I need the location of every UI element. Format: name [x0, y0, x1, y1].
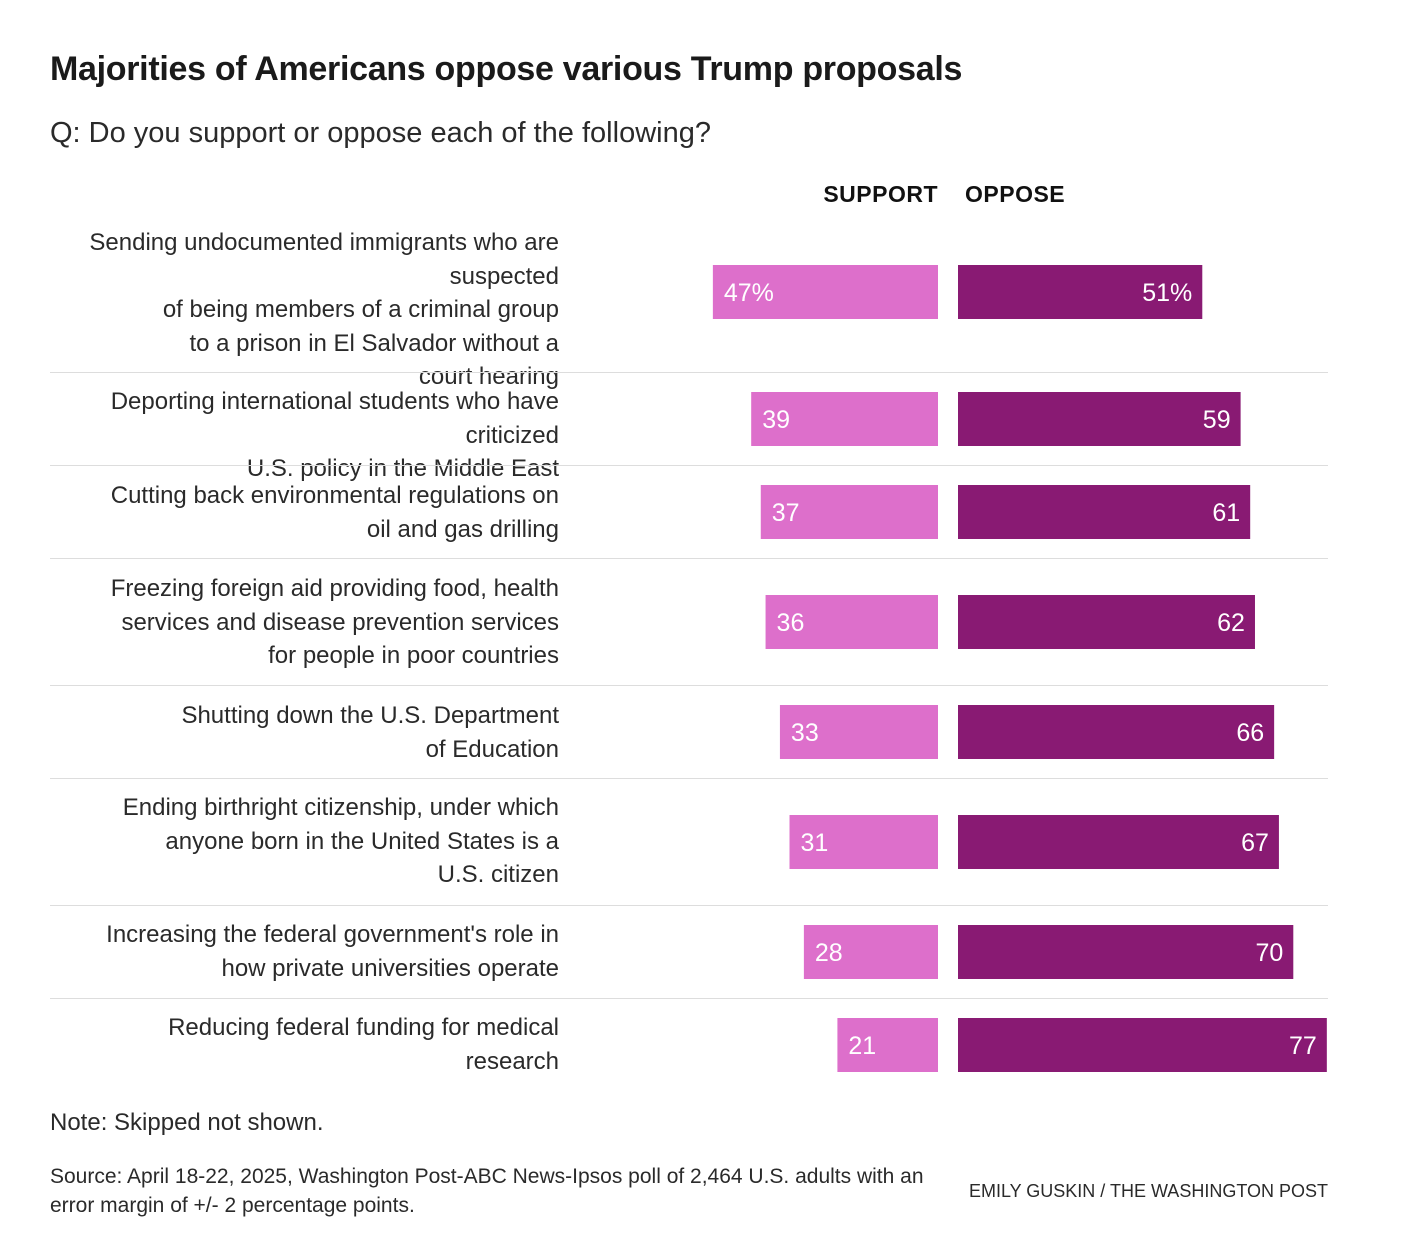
support-bar	[765, 595, 938, 649]
oppose-bar	[958, 265, 1203, 319]
support-value-label: 36	[777, 609, 805, 637]
category-label: Ending birthright citizenship, under whi…	[122, 794, 559, 888]
category-label: Sending undocumented immigrants who are …	[89, 229, 559, 390]
support-bar	[751, 392, 938, 446]
chart-subtitle: Q: Do you support or oppose each of the …	[50, 117, 711, 149]
support-value-label: 47%	[724, 279, 774, 307]
support-bar	[837, 1018, 938, 1072]
oppose-bar	[958, 1018, 1327, 1072]
support-value-label: 37	[772, 499, 800, 527]
oppose-bar	[958, 925, 1294, 979]
oppose-value-label: 70	[1255, 939, 1283, 967]
oppose-value-label: 67	[1241, 829, 1269, 857]
chart-title: Majorities of Americans oppose various T…	[50, 50, 963, 88]
category-label: Deporting international students who hav…	[110, 388, 559, 482]
oppose-value-label: 66	[1236, 719, 1264, 747]
support-bar	[760, 485, 938, 539]
oppose-bar	[958, 815, 1279, 869]
category-label: Shutting down the U.S. Department of Educ…	[181, 702, 559, 763]
support-value-label: 33	[791, 719, 819, 747]
support-value-label: 28	[815, 939, 843, 967]
oppose-bar	[958, 485, 1251, 539]
chart-source: Source: April 18-22, 2025, Washington Po…	[50, 1165, 924, 1217]
oppose-bar	[958, 595, 1255, 649]
category-label: Reducing federal funding for medical rese…	[168, 1014, 559, 1075]
chart-note: Note: Skipped not shown.	[50, 1109, 324, 1136]
support-bar	[712, 265, 938, 319]
oppose-column-header: OPPOSE	[965, 181, 1066, 207]
oppose-bar	[958, 705, 1275, 759]
support-bar	[789, 815, 938, 869]
support-value-label: 39	[762, 406, 790, 434]
support-value-label: 31	[801, 829, 829, 857]
category-label: Cutting back environmental regulations o…	[110, 482, 559, 543]
oppose-value-label: 62	[1217, 609, 1245, 637]
category-label: Increasing the federal government's role…	[106, 921, 559, 982]
oppose-value-label: 61	[1212, 499, 1240, 527]
oppose-value-label: 77	[1289, 1032, 1317, 1060]
support-column-header: SUPPORT	[823, 181, 938, 207]
chart-credit: EMILY GUSKIN / THE WASHINGTON POST	[968, 1181, 1328, 1201]
support-value-label: 21	[848, 1032, 876, 1060]
oppose-value-label: 59	[1203, 406, 1231, 434]
support-bar	[803, 925, 938, 979]
oppose-bar	[958, 392, 1241, 446]
oppose-value-label: 51%	[1142, 279, 1192, 307]
category-label: Freezing foreign aid providing food, hea…	[110, 575, 559, 669]
support-bar	[779, 705, 938, 759]
